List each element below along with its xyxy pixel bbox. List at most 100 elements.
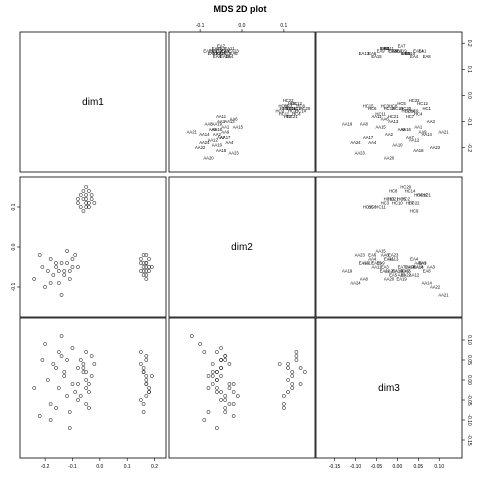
data-point [81, 209, 86, 213]
point-label: HC4 [414, 111, 423, 116]
point-label: HC11 [279, 111, 290, 116]
data-point [144, 354, 149, 358]
data-point [54, 406, 58, 410]
data-point [92, 201, 97, 205]
point-label: EA4 [410, 54, 419, 59]
point-label: HC8 [389, 189, 398, 194]
data-point [54, 366, 58, 370]
data-point [215, 390, 219, 394]
data-point [141, 261, 146, 265]
point-label: EA9 [377, 261, 386, 266]
point-label: AA7 [406, 135, 415, 140]
point-label: HC13 [384, 197, 395, 202]
point-label: EA10 [216, 51, 227, 56]
data-point [48, 402, 53, 406]
point-label: EA1 [221, 49, 230, 54]
data-point [294, 354, 299, 358]
point-label: AA24 [350, 140, 361, 145]
data-point [223, 410, 228, 414]
data-point [87, 201, 91, 205]
point-label: AA13 [388, 119, 399, 124]
data-point [81, 366, 86, 370]
data-point [231, 390, 236, 394]
data-point [59, 334, 64, 338]
point-label: EA15 [371, 54, 382, 59]
point-label: AA24 [350, 281, 361, 286]
point-label: EA14 [413, 265, 424, 270]
point-label: AA12 [409, 137, 420, 142]
data-point [144, 358, 149, 362]
point-label: AA15 [376, 124, 387, 129]
data-point [144, 394, 149, 398]
point-label: EA15 [371, 261, 382, 266]
data-point [227, 402, 232, 406]
data-point [189, 334, 194, 338]
point-label: AA14 [422, 132, 433, 137]
tick-label: -0.10 [466, 414, 472, 426]
data-point [141, 402, 146, 406]
data-point [231, 382, 236, 386]
point-label: HC6 [368, 205, 377, 210]
data-point [144, 269, 149, 273]
point-label: AA21 [187, 130, 198, 135]
tick-label: 0.00 [393, 464, 403, 470]
point-label: EA7 [217, 43, 226, 48]
point-label: EA19 [396, 277, 407, 282]
data-point [141, 410, 146, 414]
point-label: EA19 [203, 49, 214, 54]
tick-label: 0.0 [11, 243, 17, 250]
panel-frame [315, 31, 463, 173]
point-label: AA23 [355, 253, 366, 258]
point-label: EA6 [368, 51, 377, 56]
point-label: HC5 [288, 101, 297, 106]
data-point [219, 374, 223, 378]
point-label: EA6 [230, 51, 239, 56]
point-label: HC12 [417, 193, 428, 198]
data-point [70, 257, 75, 261]
point-label: EA2 [402, 269, 411, 274]
point-label: EA8 [423, 269, 432, 274]
point-label: AA21 [438, 293, 449, 298]
point-label: HC10 [283, 106, 294, 111]
data-point [87, 189, 91, 193]
data-point [65, 261, 69, 265]
data-point [70, 346, 75, 350]
point-label: AA19 [342, 269, 353, 274]
data-point [139, 257, 143, 261]
point-label: EA12 [212, 49, 223, 54]
data-point [84, 402, 89, 406]
point-label: AA8 [360, 277, 369, 282]
data-point [139, 398, 143, 402]
point-label: HC21 [287, 114, 298, 119]
point-label: AA10 [212, 143, 223, 148]
data-point [78, 193, 83, 197]
point-label: HC22 [409, 201, 420, 206]
tick-label: 0.10 [434, 464, 444, 470]
data-point [223, 354, 228, 358]
data-point [73, 390, 78, 394]
point-label: HC8 [389, 103, 398, 108]
data-point [87, 390, 91, 394]
data-point [282, 394, 286, 398]
point-label: EA21 [212, 46, 223, 51]
point-label: AA12 [208, 137, 219, 142]
data-point [65, 358, 69, 362]
point-label: AA6 [381, 253, 390, 258]
point-label: AA10 [392, 143, 403, 148]
data-point [298, 382, 303, 386]
panel-frame [168, 176, 316, 318]
tick-label: -0.1 [196, 23, 205, 29]
point-label: EA13 [359, 51, 370, 56]
data-point [210, 374, 215, 378]
point-label: EA7 [398, 265, 407, 270]
data-point [219, 366, 223, 370]
data-point [210, 370, 215, 374]
point-label: EA8 [423, 54, 432, 59]
tick-label: 0.05 [413, 464, 423, 470]
point-label: HC5 [397, 197, 406, 202]
point-label: EA13 [220, 51, 231, 56]
tick-label: 0.2 [466, 40, 472, 47]
data-point [215, 370, 219, 374]
point-label: AA9 [419, 261, 428, 266]
tick-label: -0.1 [466, 117, 472, 126]
